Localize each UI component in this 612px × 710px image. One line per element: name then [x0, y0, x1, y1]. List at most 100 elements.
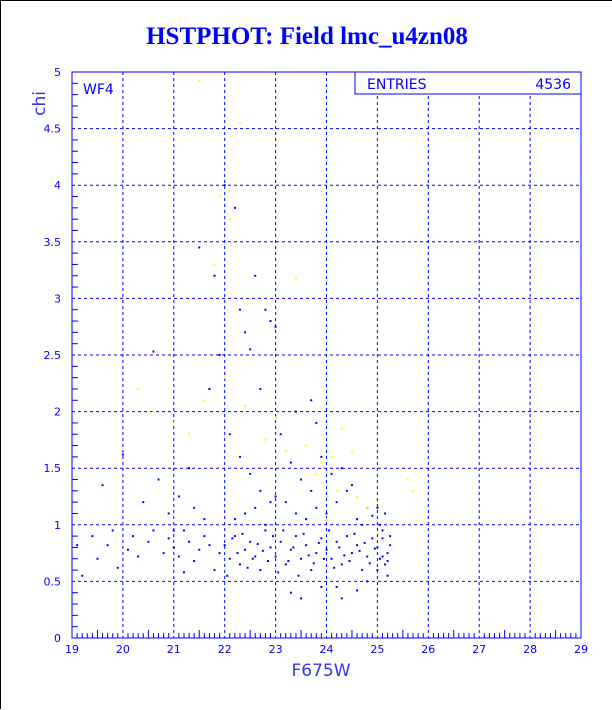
y-tick-label: 2	[54, 406, 61, 419]
points	[76, 80, 415, 600]
data-point	[231, 537, 234, 540]
data-point	[111, 529, 114, 532]
data-point	[162, 552, 165, 555]
data-point	[198, 548, 201, 551]
data-point	[228, 218, 231, 221]
data-point	[300, 557, 303, 560]
data-point	[325, 548, 328, 551]
data-point	[350, 484, 353, 487]
data-point	[96, 557, 99, 560]
data-point	[244, 548, 247, 551]
data-point	[353, 532, 356, 535]
data-point	[330, 472, 333, 475]
data-point	[244, 331, 247, 334]
data-point	[305, 444, 308, 447]
data-point	[340, 427, 343, 430]
chart-title: HSTPHOT: Field lmc_u4zn08	[146, 23, 468, 50]
data-point	[302, 532, 305, 535]
x-tick-label: 27	[472, 643, 486, 656]
data-point	[272, 535, 275, 538]
data-point	[259, 387, 262, 390]
data-point	[292, 546, 295, 549]
data-point	[305, 544, 308, 547]
data-point	[335, 501, 338, 504]
data-point	[167, 537, 170, 540]
data-point	[259, 569, 262, 572]
data-point	[284, 501, 287, 504]
data-point	[167, 512, 170, 515]
x-tick-label: 20	[116, 643, 130, 656]
data-point	[254, 274, 257, 277]
data-point	[386, 560, 389, 563]
data-point	[152, 350, 155, 353]
data-point	[310, 489, 313, 492]
x-tick-label: 23	[269, 643, 283, 656]
data-point	[198, 80, 201, 83]
data-point	[256, 543, 259, 546]
data-point	[182, 529, 185, 532]
data-point	[361, 569, 364, 572]
data-point	[251, 557, 254, 560]
data-point	[274, 416, 277, 419]
data-point	[198, 246, 201, 249]
data-point	[218, 195, 221, 198]
data-point	[320, 455, 323, 458]
data-point	[350, 552, 353, 555]
data-point	[238, 455, 241, 458]
data-point	[315, 552, 318, 555]
y-tick-label: 4	[54, 179, 61, 192]
data-point	[345, 489, 348, 492]
x-tick-label: 21	[167, 643, 181, 656]
data-point	[266, 560, 269, 563]
data-point	[412, 489, 415, 492]
y-tick-label: 1	[54, 519, 61, 532]
data-point	[315, 472, 318, 475]
data-point	[289, 548, 292, 551]
data-point	[188, 433, 191, 436]
data-point	[228, 557, 231, 560]
data-point	[101, 484, 104, 487]
data-point	[330, 557, 333, 560]
data-point	[233, 518, 236, 521]
data-point	[172, 421, 175, 424]
data-point	[371, 514, 374, 517]
data-point	[386, 574, 389, 577]
data-point	[213, 569, 216, 572]
data-point	[203, 518, 206, 521]
data-point	[279, 540, 282, 543]
data-point	[261, 549, 264, 552]
data-point	[182, 571, 185, 574]
data-point	[356, 589, 359, 592]
data-point	[340, 467, 343, 470]
data-point	[361, 523, 364, 526]
data-point	[188, 540, 191, 543]
data-point	[269, 501, 272, 504]
y-axis-label: chi	[30, 91, 50, 116]
data-point	[315, 506, 318, 509]
data-point	[193, 506, 196, 509]
data-point	[157, 478, 160, 481]
data-point	[381, 529, 384, 532]
data-point	[264, 529, 267, 532]
data-point	[325, 512, 328, 515]
data-point	[381, 537, 384, 540]
data-point	[317, 541, 320, 544]
y-tick-label: 2.5	[44, 349, 62, 362]
data-point	[340, 563, 343, 566]
data-point	[132, 535, 135, 538]
data-point	[307, 554, 310, 557]
data-point	[238, 121, 241, 124]
data-point	[228, 433, 231, 436]
data-point	[172, 529, 175, 532]
data-point	[246, 566, 249, 569]
data-point	[284, 563, 287, 566]
data-point	[300, 597, 303, 600]
y-tick-label: 0	[54, 632, 61, 645]
data-point	[238, 308, 241, 311]
y-tick-label: 4.5	[44, 123, 62, 136]
data-point	[223, 544, 226, 547]
data-point	[333, 566, 336, 569]
data-point	[384, 512, 387, 515]
data-point	[378, 557, 381, 560]
data-point	[376, 546, 379, 549]
